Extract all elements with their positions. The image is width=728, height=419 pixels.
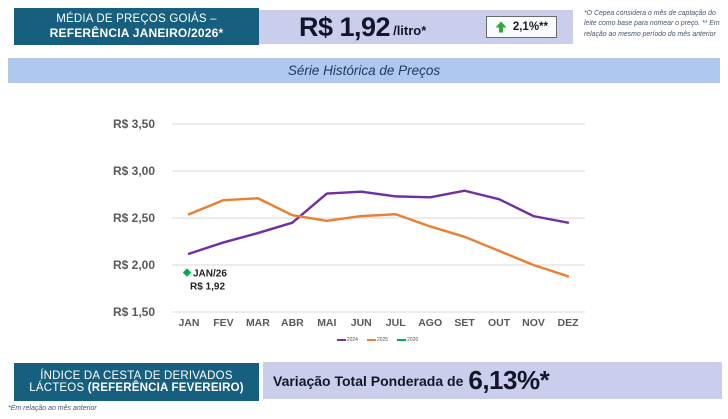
weighted-variation-panel: Variação Total Ponderada de 6,13%* (263, 362, 722, 399)
current-price-value: R$ 1,92 (299, 11, 391, 42)
footer-title-line2-regular: LÁCTEOS (29, 382, 88, 394)
footer-title-line1: ÍNDICE DA CESTA DE DERIVADOS (40, 370, 233, 382)
legend-swatch-2024 (336, 339, 346, 341)
y-axis-tick-label: R$ 2,50 (113, 211, 155, 225)
series-line-2025 (187, 197, 570, 278)
x-axis-month-label: JAN (178, 317, 199, 329)
annotation-month-label: JAN/26 (193, 269, 227, 280)
footer-title-box: ÍNDICE DA CESTA DE DERIVADOS LÁCTEOS (RE… (14, 363, 259, 401)
section-banner: Série Histórica de Preços (8, 58, 720, 83)
legend-item-2025: 2025 (366, 337, 389, 343)
legend-label: 2026 (407, 337, 419, 343)
current-price-panel: R$ 1,92 /litro* 2,1%** (259, 10, 573, 44)
footer-title-line2: LÁCTEOS (REFERÊNCIA FEVEREIRO) (29, 382, 244, 394)
up-arrow-icon (495, 21, 507, 33)
header-title-line2: REFERÊNCIA JANEIRO/2026* (49, 26, 224, 40)
header-title-line1: MÉDIA DE PREÇOS GOIÁS – (56, 13, 217, 25)
y-axis-tick-label: R$ 2,00 (113, 258, 155, 272)
weighted-variation-value: 6,13%* (468, 365, 550, 395)
series-line-2024 (187, 189, 570, 255)
y-axis-tick-label: R$ 3,50 (113, 117, 155, 131)
variation-value: 2,1%** (512, 21, 548, 33)
header-title-box: MÉDIA DE PREÇOS GOIÁS – REFERÊNCIA JANEI… (14, 8, 259, 45)
legend-label: 2024 (346, 337, 358, 343)
legend-label: 2025 (376, 337, 389, 343)
legend-item-2026: 2026 (397, 337, 418, 343)
y-axis-tick-label: R$ 3,00 (113, 164, 155, 178)
x-axis-month-label: MAR (246, 317, 270, 329)
section-banner-title: Série Histórica de Preços (287, 63, 441, 78)
footer-footnote: *Em relação ao mês anterior (8, 405, 97, 412)
variation-badge: 2,1%** (485, 16, 557, 38)
y-axis-tick-label: R$ 1,50 (113, 305, 155, 319)
x-axis-month-label: DEZ (558, 317, 580, 329)
chart-legend: 2024 2025 2026 (170, 337, 585, 343)
x-axis-month-label: OUT (488, 317, 511, 329)
header-footnote: *O Cepea considera o mês de captação do … (584, 10, 720, 38)
legend-swatch-2026 (397, 339, 407, 341)
series-point-2026 (182, 268, 192, 277)
footer-title-line2-bold: (REFERÊNCIA FEVEREIRO) (87, 382, 244, 394)
x-axis-month-label: FEV (213, 317, 233, 329)
legend-swatch-2025 (366, 339, 376, 341)
annotation-value-label: R$ 1,92 (190, 282, 225, 293)
x-axis-month-label: NOV (522, 317, 545, 329)
legend-item-2024: 2024 (336, 337, 358, 343)
x-axis-month-label: MAI (317, 317, 336, 329)
x-axis-month-label: SET (454, 317, 475, 329)
x-axis-month-label: JUN (351, 317, 372, 329)
current-price-unit: /litro* (393, 23, 427, 38)
weighted-variation-text: Variação Total Ponderada de (273, 372, 464, 389)
x-axis-month-label: JUL (386, 317, 406, 329)
x-axis-month-label: AGO (418, 317, 442, 329)
x-axis-month-label: ABR (281, 317, 304, 329)
